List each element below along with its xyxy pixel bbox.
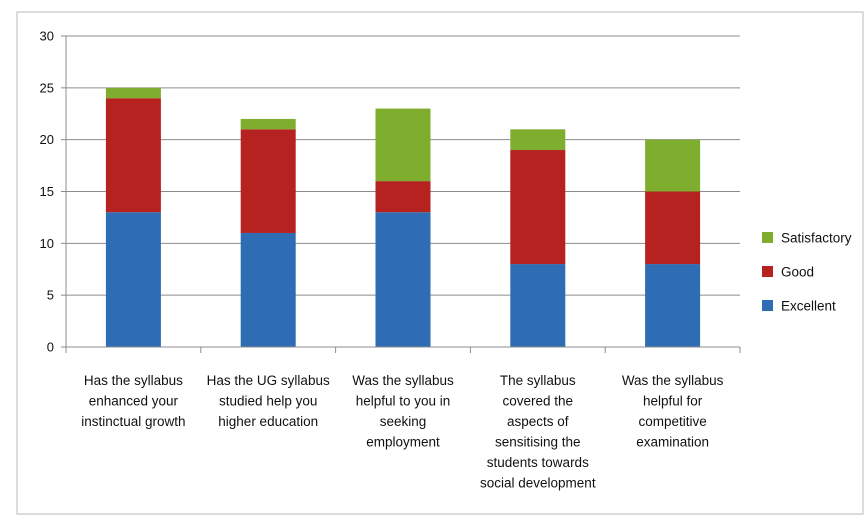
chart-frame: [16, 11, 864, 515]
category-label-line: students towards: [487, 455, 589, 470]
bar-satisfactory-3: [375, 108, 431, 182]
y-tick-label: 20: [40, 132, 54, 147]
category-label-line: sensitising the: [495, 435, 581, 450]
category-label-line: enhanced your: [89, 394, 179, 409]
gridlines: [66, 35, 740, 296]
category-label-line: Has the UG syllabus: [207, 373, 330, 388]
bar-excellent-1: [105, 212, 161, 347]
category-label-line: helpful to you in: [356, 394, 451, 409]
bar-satisfactory-5: [645, 139, 701, 192]
legend-label-excellent: Excellent: [781, 299, 836, 314]
category-label-line: employment: [366, 435, 440, 450]
y-tick-labels: 0 5 10 15 20 25 30: [40, 29, 54, 355]
bar-excellent-2: [240, 232, 296, 347]
bar-good-4: [510, 150, 566, 265]
category-label-line: higher education: [218, 414, 318, 429]
category-label-line: Has the syllabus: [84, 373, 183, 388]
bar-good-2: [240, 129, 296, 233]
bar-satisfactory-2: [240, 118, 296, 130]
y-tick-label: 10: [40, 236, 54, 251]
axes: [61, 35, 741, 353]
y-tick-label: 15: [40, 184, 54, 199]
category-label-line: covered the: [503, 394, 574, 409]
category-label-line: studied help you: [219, 394, 317, 409]
category-label-line: examination: [636, 435, 709, 450]
legend-swatch-excellent: [762, 300, 773, 311]
category-label-line: The syllabus: [500, 373, 576, 388]
category-labels: Has the syllabus enhanced your instinctual…: [81, 373, 723, 491]
y-tick-label: 25: [40, 80, 54, 95]
bar-good-3: [375, 181, 431, 213]
bar-excellent-3: [375, 212, 431, 347]
category-label-line: instinctual growth: [81, 414, 185, 429]
legend-swatch-good: [762, 266, 773, 277]
category-label-line: Was the syllabus: [352, 373, 454, 388]
bar-satisfactory-1: [105, 87, 161, 99]
bars: [105, 87, 701, 347]
category-label-line: helpful for: [643, 394, 703, 409]
category-label-line: seeking: [380, 414, 427, 429]
legend-swatch-satisfactory: [762, 232, 773, 243]
bar-good-1: [105, 98, 161, 213]
category-label-line: social development: [480, 476, 596, 491]
category-label-line: Was the syllabus: [622, 373, 724, 388]
y-tick-label: 30: [40, 29, 54, 44]
bar-excellent-5: [645, 264, 701, 347]
legend-label-good: Good: [781, 265, 814, 280]
bar-good-5: [645, 191, 701, 265]
y-tick-label: 5: [47, 288, 54, 303]
legend-label-satisfactory: Satisfactory: [781, 231, 852, 246]
y-tick-label: 0: [47, 340, 54, 355]
category-label-line: aspects of: [507, 414, 569, 429]
category-label-line: competitive: [638, 414, 706, 429]
legend: Satisfactory Good Excellent: [762, 231, 852, 314]
bar-satisfactory-4: [510, 129, 566, 151]
bar-excellent-4: [510, 264, 566, 347]
